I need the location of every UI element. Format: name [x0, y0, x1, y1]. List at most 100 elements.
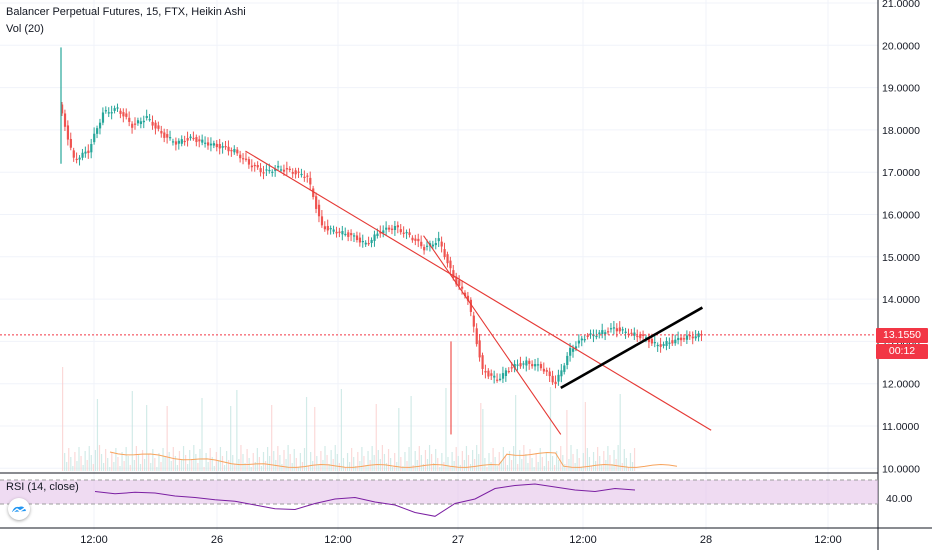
volume-bar — [406, 461, 408, 471]
volume-bar — [74, 452, 76, 471]
candle-body — [405, 232, 408, 234]
volume-bar — [617, 445, 619, 471]
candle-body — [66, 125, 70, 140]
price-axis-tick-label: 19.0000 — [882, 83, 920, 95]
volume-bar — [422, 464, 424, 471]
candle-body — [116, 107, 119, 109]
volume-bar — [373, 455, 375, 471]
candle-body — [148, 119, 151, 121]
candle-body — [484, 370, 487, 373]
current-price-tag: 13.1550 — [876, 328, 928, 343]
candle-body — [317, 204, 321, 217]
candle-body — [647, 337, 651, 343]
candle-body — [385, 227, 388, 230]
volume-bar — [250, 467, 252, 471]
candle-body — [207, 142, 210, 146]
candle-body — [609, 328, 613, 330]
candle-body — [224, 146, 227, 148]
volume-bar — [558, 460, 560, 471]
candle-body — [370, 239, 373, 244]
candle-body — [691, 336, 694, 339]
volume-bar — [336, 454, 338, 471]
tradingview-logo[interactable] — [8, 498, 30, 520]
volume-bar — [211, 457, 213, 471]
candle-body — [586, 335, 589, 337]
candle-body — [393, 226, 397, 231]
volume-bar — [158, 453, 160, 471]
candle-body — [373, 234, 376, 241]
candle-body — [364, 242, 367, 245]
candle-body — [499, 378, 502, 380]
candle-body — [417, 238, 420, 242]
candle-body — [230, 150, 233, 152]
volume-bar — [150, 463, 152, 471]
volume-bar — [86, 460, 88, 471]
volume-bar — [269, 456, 271, 471]
volume-bar — [244, 463, 246, 471]
volume-bar — [242, 454, 244, 471]
volume-bar — [201, 398, 203, 471]
candle-body — [434, 242, 437, 246]
volume-bar — [219, 447, 222, 471]
support-trendline — [560, 306, 704, 390]
volume-bar — [283, 450, 285, 471]
volume-bar — [609, 455, 611, 471]
volume-bar — [330, 450, 332, 471]
volume-bar — [139, 464, 142, 471]
candle-body — [131, 123, 134, 128]
volume-bar — [633, 448, 636, 471]
volume-bar — [560, 446, 562, 471]
volume-bar — [588, 457, 591, 471]
volume-bar — [234, 464, 236, 471]
volume-bar — [390, 458, 392, 471]
volume-bar — [469, 464, 472, 471]
candle-body — [589, 333, 592, 335]
volume-bar — [490, 462, 492, 471]
volume-bar — [236, 390, 238, 471]
volume-bar — [312, 461, 314, 471]
candle-body — [466, 295, 470, 301]
volume-bar — [203, 467, 205, 471]
volume-bar — [459, 465, 461, 471]
candle-body — [539, 364, 543, 369]
volume-bar — [98, 445, 101, 471]
candle-body — [487, 370, 490, 377]
volume-bar — [285, 459, 287, 471]
candle-body — [344, 233, 347, 236]
volume-bar — [328, 464, 330, 471]
candle-body — [560, 370, 563, 377]
volume-bar — [568, 459, 570, 471]
volume-bar — [580, 467, 582, 471]
volume-bar — [439, 467, 441, 471]
volume-bar — [547, 461, 550, 471]
volume-bar — [445, 388, 447, 471]
volume-bar — [482, 409, 484, 471]
candle-body — [376, 233, 379, 237]
volume-bar — [246, 449, 248, 471]
volume-bar — [305, 397, 308, 471]
volume-bar — [414, 451, 416, 471]
volume-bar — [408, 447, 410, 471]
candle-body — [63, 113, 67, 127]
volume-bar — [90, 455, 92, 471]
candle-body — [189, 136, 192, 139]
volume-bar — [449, 466, 451, 471]
candle-body — [87, 150, 90, 153]
volume-bar — [68, 448, 70, 471]
volume-bar — [418, 446, 420, 471]
volume-bar — [96, 399, 99, 471]
candle-body — [528, 360, 531, 364]
candle-body — [236, 149, 239, 154]
volume-bar — [533, 467, 535, 471]
candle-body — [636, 335, 639, 338]
volume-bar — [365, 465, 367, 471]
candle-body — [572, 348, 575, 352]
volume-bar — [338, 463, 340, 471]
volume-bar — [82, 465, 84, 471]
candle-body — [101, 112, 105, 123]
candle-body — [142, 120, 145, 123]
candle-body — [601, 330, 604, 335]
price-axis-tick-label: 20.0000 — [882, 40, 920, 52]
volume-bar — [611, 464, 613, 471]
